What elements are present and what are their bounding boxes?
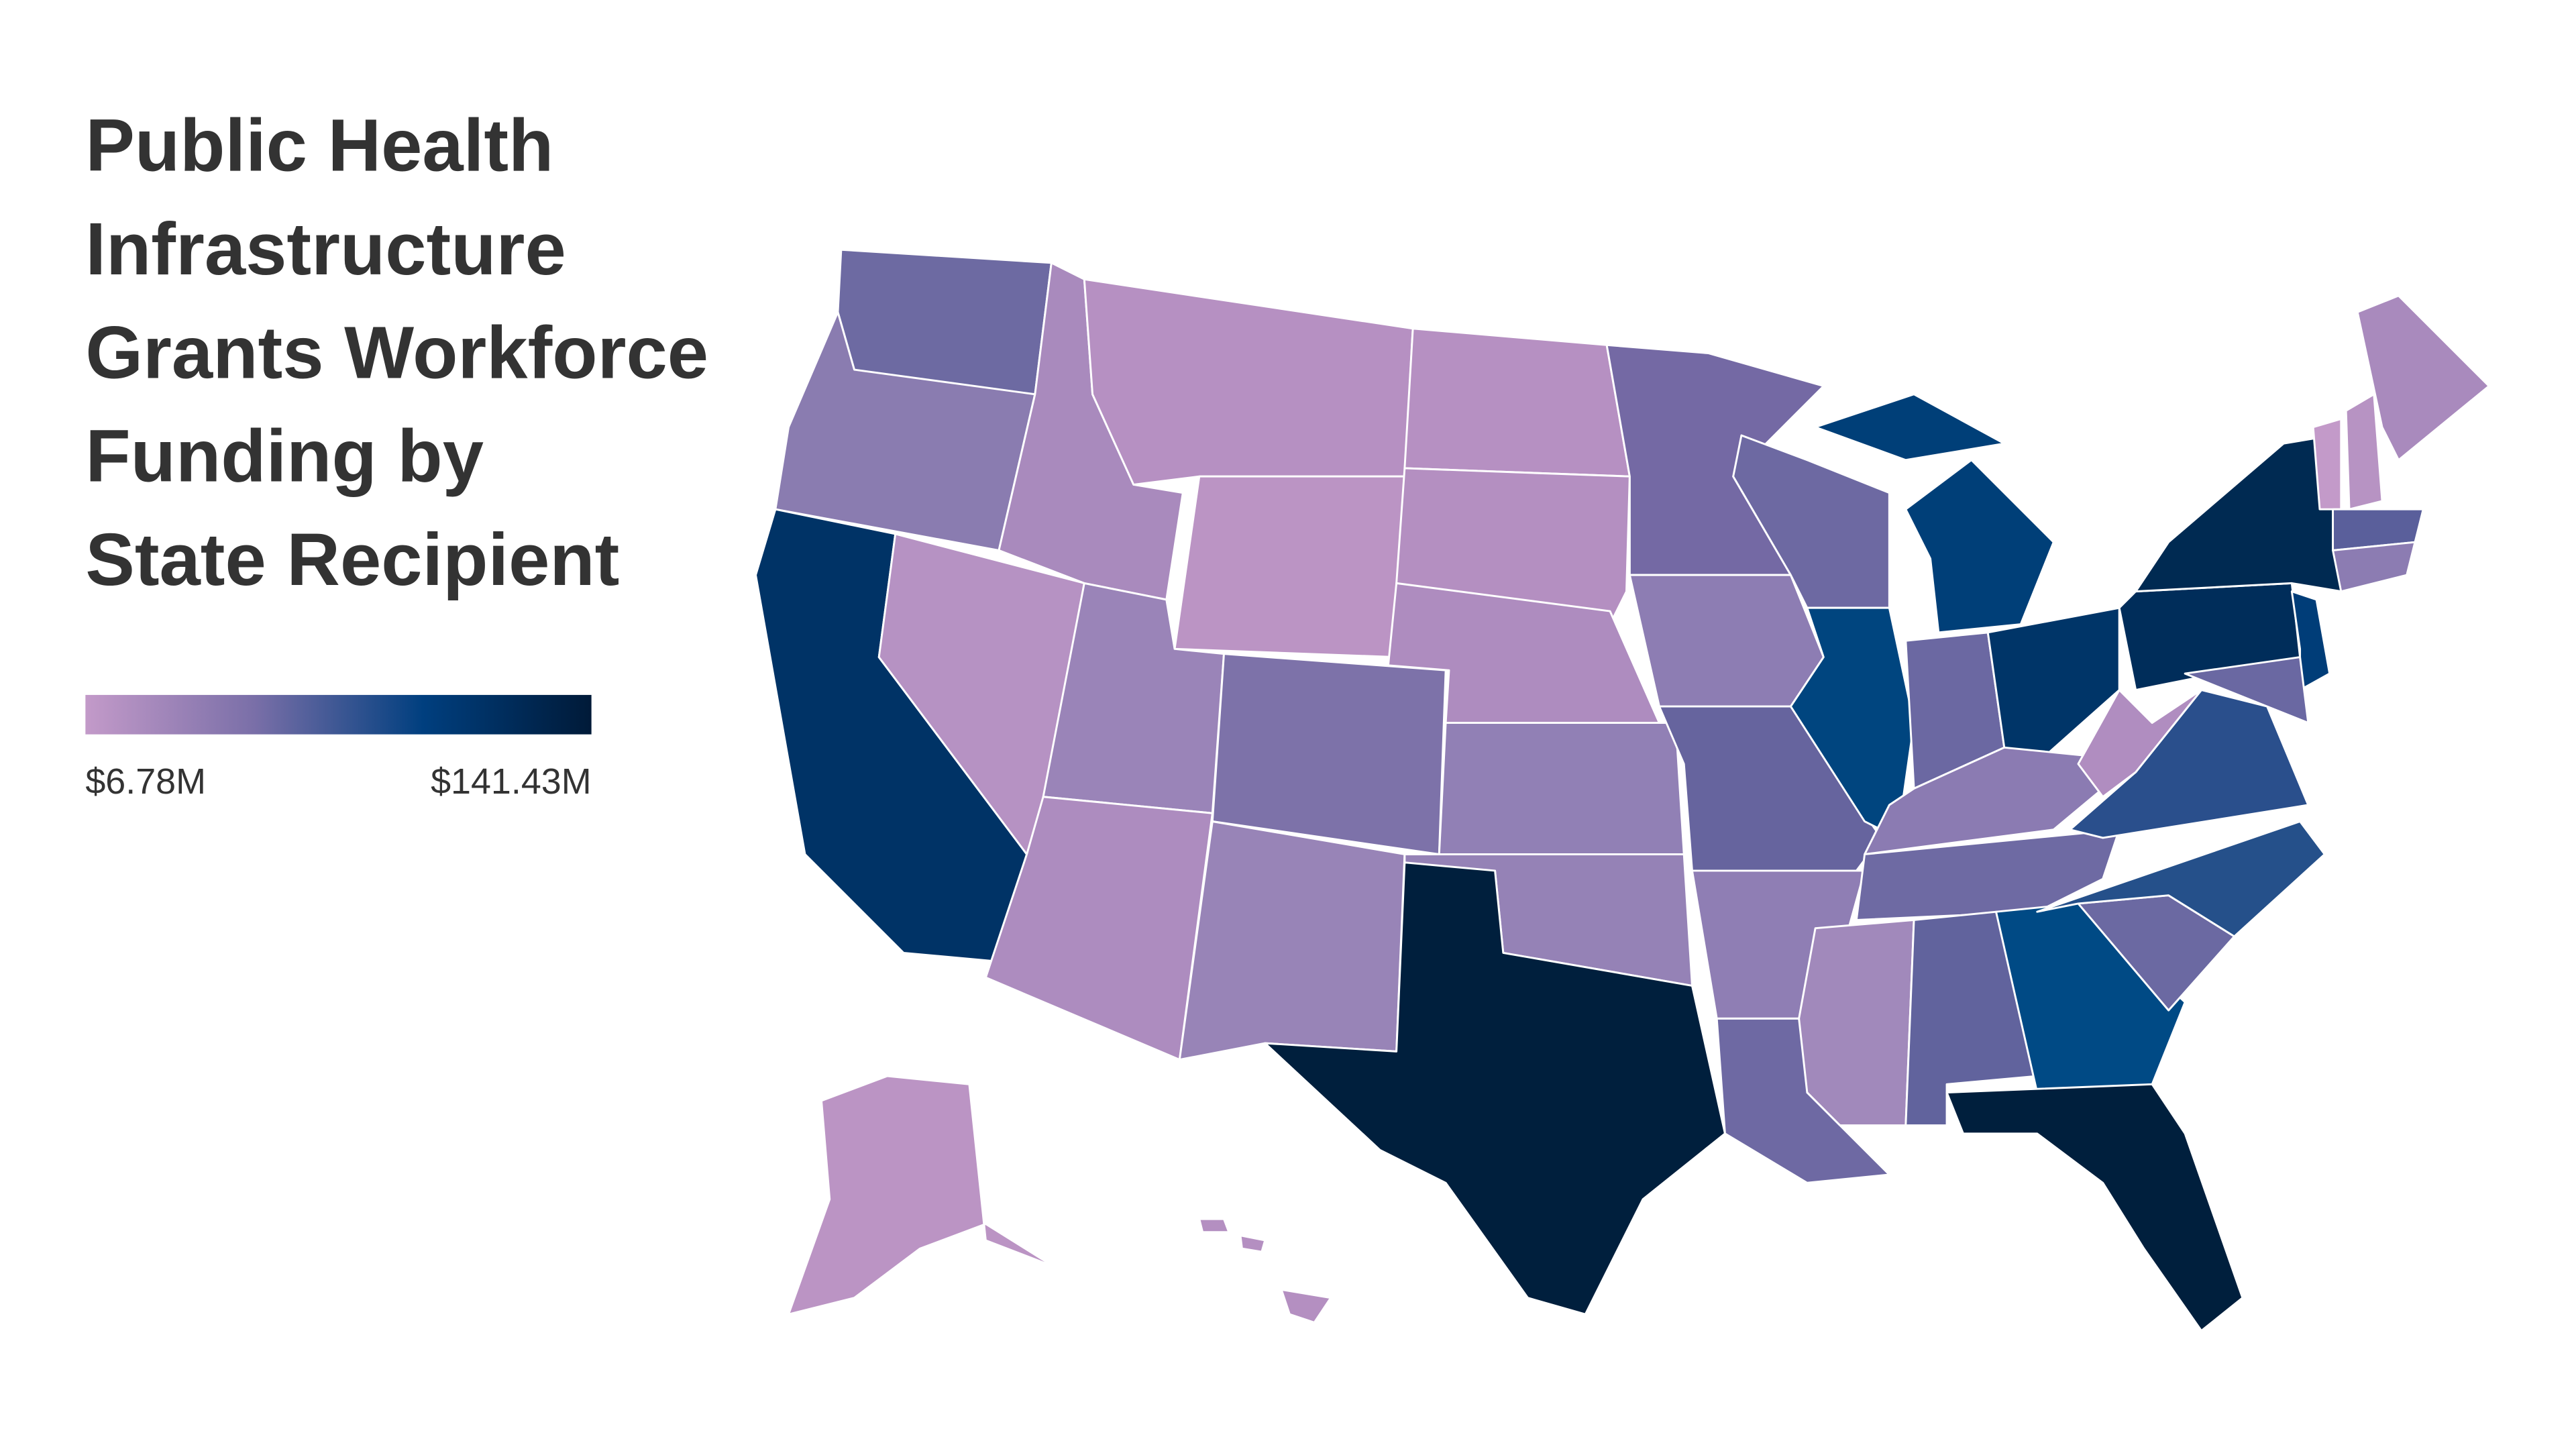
state [1211,653,1447,855]
state [1083,278,1414,486]
state [1855,828,2121,921]
state [1173,475,1406,659]
state [2345,393,2383,511]
state [1280,1288,1332,1324]
title-line: Public Health [85,105,553,187]
state [1438,722,1685,855]
state [1198,1218,1230,1234]
title-line: State Recipient [85,519,619,601]
state [2135,434,2343,593]
state [1178,820,1406,1061]
state [1986,606,2121,757]
state [2332,541,2416,593]
state [2036,820,2326,938]
state [1904,459,2055,634]
state [1814,393,2006,462]
us-map [755,248,2490,1332]
state [984,796,1214,1061]
title: Public Health Infrastructure Grants Workfo… [85,105,708,601]
title-line: Infrastructure [85,208,566,290]
state [1945,1083,2244,1332]
state [1264,861,1726,1316]
title-line: Funding by [85,415,484,498]
state [788,1075,1094,1316]
state [2077,689,2203,798]
legend-max-label: $141.43M [431,761,592,802]
state [1798,918,1915,1127]
state [1628,574,1825,708]
state [1403,327,1631,478]
legend-min-label: $6.78M [85,761,206,802]
state [2356,294,2490,462]
legend-bar [85,694,592,735]
state [1395,467,1631,626]
state [2184,656,2310,724]
state [1239,1234,1267,1253]
title-line: Grants Workforce [85,311,708,394]
